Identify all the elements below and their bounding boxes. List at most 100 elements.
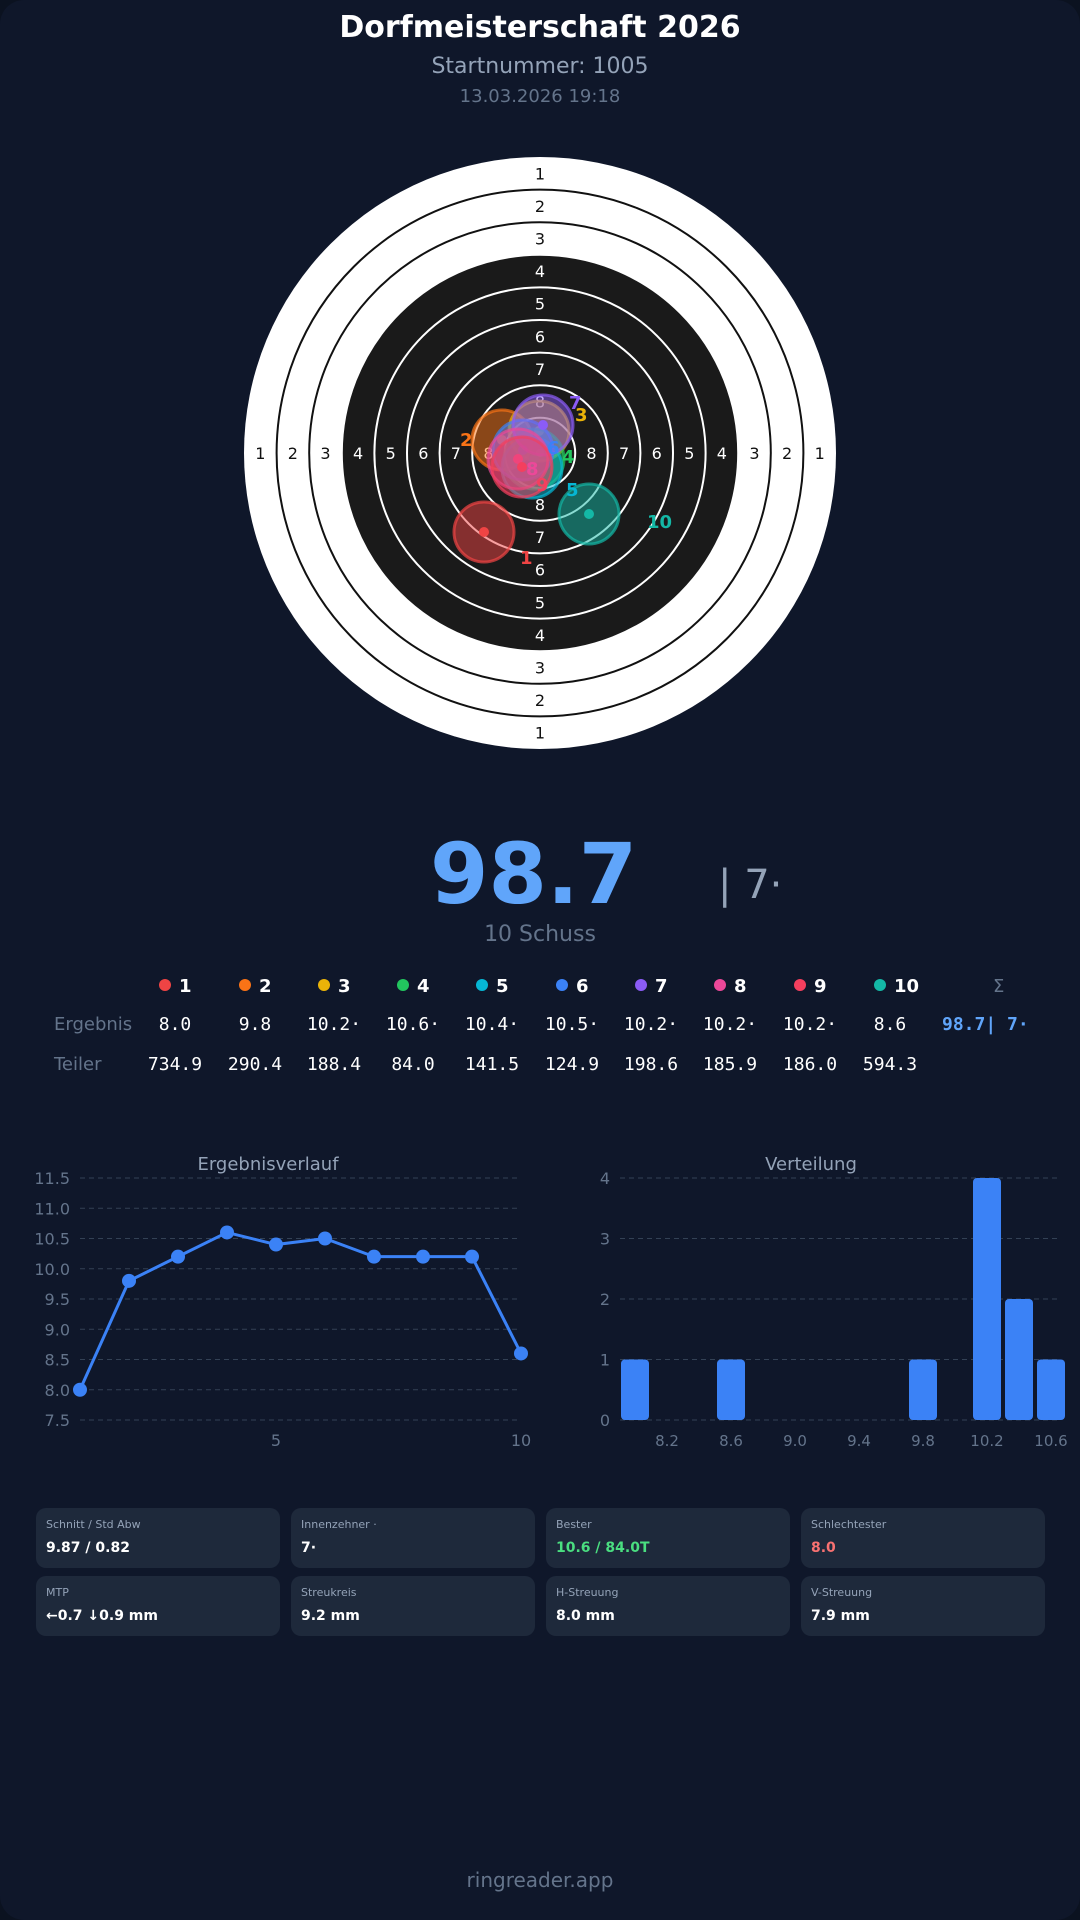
ring-label: 7: [535, 528, 545, 547]
chart-title: Ergebnisverlauf: [197, 1154, 339, 1175]
ring-label: 5: [684, 444, 694, 463]
shot-label: 5: [566, 480, 579, 501]
stat-value: 9.87 / 0.82: [46, 1540, 130, 1556]
ring-label: 3: [535, 659, 545, 678]
footer-link[interactable]: ringreader.app: [466, 1868, 614, 1892]
ring-label: 2: [288, 444, 298, 463]
y-tick-label: 11.0: [34, 1199, 70, 1218]
data-point: [122, 1273, 136, 1288]
y-tick-label: 0: [600, 1411, 610, 1430]
ring-label: 1: [535, 164, 545, 183]
ring-label: 2: [535, 197, 545, 216]
stat-value: 8.0: [811, 1540, 836, 1556]
ring-7: [438, 351, 642, 555]
ring-label: 4: [717, 444, 727, 463]
data-point: [416, 1249, 430, 1264]
histogram-bar: [1037, 1359, 1065, 1420]
stat-label: MTP: [46, 1586, 69, 1599]
result-line-chart: Ergebnisverlauf 7.5 8.0 8.5 9.0 9.5 10.0 10.5 11…: [34, 1154, 531, 1450]
ring-label: 4: [535, 626, 545, 645]
ring-label: 2: [535, 691, 545, 710]
histogram-bar: [909, 1359, 937, 1420]
x-tick-label: 9.0: [783, 1432, 807, 1450]
ring-label: 5: [535, 593, 545, 612]
ring-label: 6: [652, 444, 662, 463]
x-tick-label: 10.6: [1034, 1432, 1067, 1450]
timestamp: 13.03.2026 19:18: [459, 86, 621, 107]
ring-label: 7: [535, 360, 545, 379]
x-tick-label: 8.2: [655, 1432, 679, 1450]
x-tick-label: 8.6: [719, 1432, 743, 1450]
distribution-bar-chart: Verteilung 0 1 2 3 4 8.2 8.6 9.0 9.4 9.8 10.2 10.6: [600, 1154, 1068, 1450]
start-number: Startnummer: 1005: [431, 54, 649, 79]
shot-label: 7: [569, 393, 582, 414]
ring-3: [308, 221, 772, 685]
stat-value: ←0.7 ↓0.9 mm: [46, 1608, 158, 1624]
page-title: Dorfmeisterschaft 2026: [339, 10, 741, 45]
y-tick-label: 2: [600, 1290, 610, 1309]
data-point: [514, 1346, 528, 1361]
stat-card: Schlechtester 8.0: [801, 1508, 1045, 1568]
stat-label: Innenzehner ·: [301, 1518, 377, 1531]
stat-card: Schnitt / Std Abw 9.87 / 0.82: [36, 1508, 280, 1568]
ring-label: 5: [535, 295, 545, 314]
shot-label: 10: [647, 512, 672, 533]
ring-label: 1: [535, 724, 545, 743]
ring-label: 1: [815, 444, 825, 463]
ring-label: 4: [535, 262, 545, 281]
shooting-target: 1111222233334444555566667777888812345678…: [244, 157, 836, 749]
stat-value: 7.9 mm: [811, 1608, 870, 1624]
histogram-bar: [973, 1178, 1001, 1420]
ring-label: 8: [586, 444, 596, 463]
stat-value: 9.2 mm: [301, 1608, 360, 1624]
shot-center: [584, 509, 594, 519]
ring-label: 8: [535, 496, 545, 515]
histogram-bar: [1005, 1299, 1033, 1420]
stat-card: Streukreis 9.2 mm: [291, 1576, 535, 1636]
ring-label: 7: [619, 444, 629, 463]
ring-label: 1: [255, 444, 265, 463]
shot-label: 1: [520, 548, 533, 569]
stat-label: Bester: [556, 1518, 592, 1531]
x-tick-label: 5: [271, 1431, 281, 1450]
y-tick-label: 4: [600, 1169, 610, 1188]
x-tick-label: 9.4: [847, 1432, 871, 1450]
stat-label: V-Streuung: [811, 1586, 873, 1599]
ring-label: 6: [535, 561, 545, 580]
y-tick-label: 3: [600, 1230, 610, 1249]
y-tick-label: 8.0: [45, 1381, 70, 1400]
data-point: [269, 1237, 283, 1252]
ring-2: [275, 188, 805, 718]
ring-label: 6: [535, 327, 545, 346]
x-tick-label: 9.8: [911, 1432, 935, 1450]
y-tick-label: 10.5: [34, 1230, 70, 1249]
stat-value: 10.6 / 84.0T: [556, 1540, 650, 1556]
y-tick-label: 7.5: [45, 1411, 70, 1430]
data-point: [220, 1225, 234, 1240]
y-tick-label: 9.0: [45, 1320, 70, 1339]
shot-label: 9: [536, 475, 549, 496]
ring-label: 6: [418, 444, 428, 463]
data-point: [171, 1249, 185, 1264]
stat-card: Innenzehner · 7·: [291, 1508, 535, 1568]
y-tick-label: 1: [600, 1351, 610, 1370]
y-tick-label: 10.0: [34, 1260, 70, 1279]
shot-center: [538, 420, 548, 430]
data-point: [318, 1231, 332, 1246]
histogram-bar: [717, 1359, 745, 1420]
stat-card: MTP ←0.7 ↓0.9 mm: [36, 1576, 280, 1636]
ring-label: 4: [353, 444, 363, 463]
ring-8: [471, 384, 609, 522]
ring-label: 5: [386, 444, 396, 463]
series-line: [78, 1230, 523, 1391]
shot-center: [479, 527, 489, 537]
y-tick-label: 11.5: [34, 1169, 70, 1188]
data-point: [465, 1249, 479, 1264]
stat-value: 8.0 mm: [556, 1608, 615, 1624]
y-tick-label: 9.5: [45, 1290, 70, 1309]
shot-label: 4: [562, 447, 575, 468]
data-point: [73, 1382, 87, 1397]
total-score: 98.7: [430, 825, 638, 923]
ring-label: 3: [535, 230, 545, 249]
shot-center: [517, 462, 527, 472]
